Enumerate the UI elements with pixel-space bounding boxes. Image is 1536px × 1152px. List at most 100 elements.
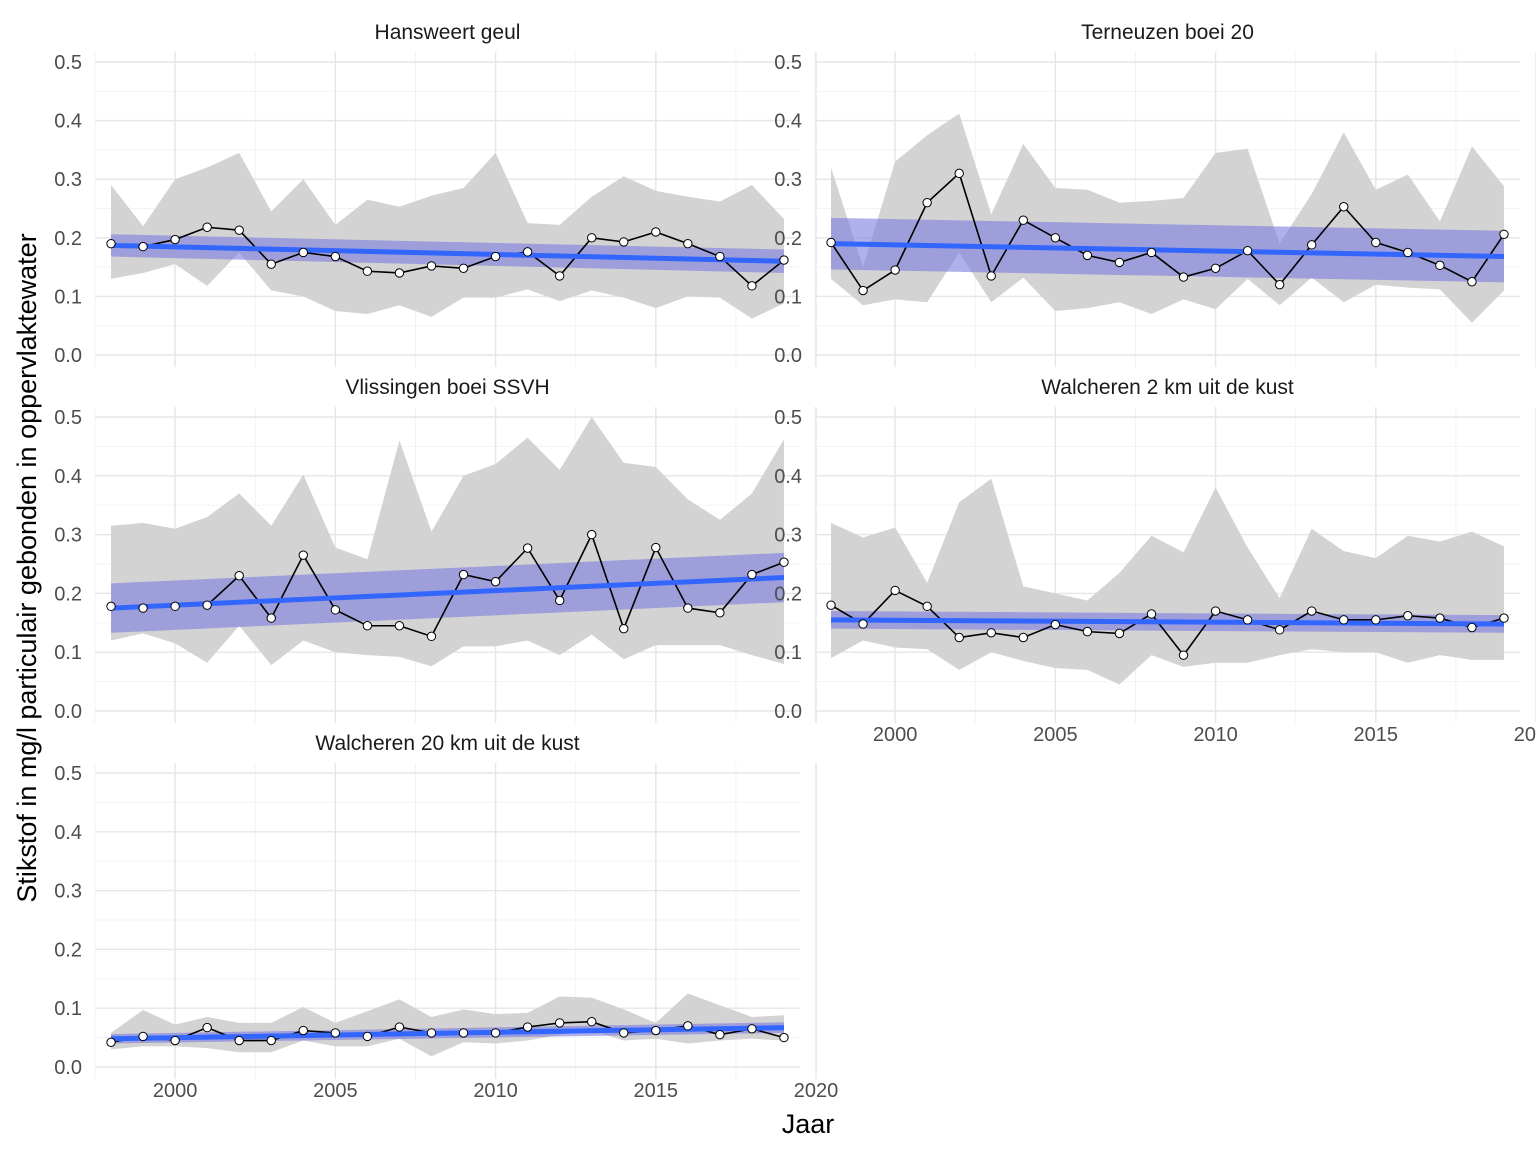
y-tick-label: 0.3 — [54, 881, 82, 903]
data-point — [170, 1035, 180, 1046]
y-tick-label: 0.2 — [774, 228, 802, 250]
data-point — [138, 241, 148, 252]
data-point — [202, 600, 212, 610]
data-point — [1467, 277, 1477, 287]
data-point — [954, 168, 964, 179]
data-point — [619, 623, 629, 634]
data-point — [202, 1022, 212, 1033]
data-point — [522, 1022, 533, 1032]
data-point — [1499, 229, 1509, 239]
data-point — [1371, 615, 1381, 625]
data-point — [522, 543, 533, 553]
data-point — [266, 259, 276, 269]
data-point — [1307, 240, 1317, 250]
data-point — [234, 571, 244, 581]
data-point — [1435, 260, 1445, 271]
data-point — [362, 1031, 373, 1042]
data-point — [362, 621, 373, 631]
data-point — [266, 1035, 276, 1046]
x-tick-label: 2005 — [313, 1080, 358, 1102]
y-tick-label: 0.4 — [774, 111, 802, 133]
data-point — [651, 227, 661, 237]
x-tick-label: 2010 — [1193, 724, 1238, 746]
panels-layer: Hansweert geul0.00.10.20.30.40.5Terneuze… — [54, 21, 1536, 1102]
facet-panel: Vlissingen boei SSVH 0.0 0.1 0.2 0.3 0.4 0.5 — [54, 376, 817, 723]
data-point — [683, 1021, 693, 1031]
facet-panel: Walcheren 20 km uit de kust 0.0 0.1 0.2 0.3 0… — [54, 732, 838, 1102]
data-point — [1114, 628, 1125, 639]
data-point — [170, 601, 180, 612]
data-point — [234, 225, 244, 235]
data-point — [458, 263, 469, 273]
data-point — [747, 1024, 757, 1034]
data-point — [715, 608, 725, 618]
data-point — [1050, 619, 1061, 630]
trend-line — [110, 242, 785, 264]
data-point — [1178, 272, 1189, 282]
y-tick-label: 0.1 — [774, 642, 802, 664]
data-point — [522, 247, 533, 257]
data-point — [858, 619, 868, 629]
y-tick-label: 0.5 — [774, 52, 802, 74]
data-point — [747, 569, 757, 580]
data-point — [1018, 215, 1028, 225]
data-point — [922, 601, 932, 612]
y-tick-label: 0.3 — [774, 169, 802, 191]
x-tick-label: 2015 — [634, 1080, 679, 1102]
data-point — [1082, 250, 1093, 261]
range-band — [111, 152, 784, 319]
data-point — [1403, 611, 1413, 621]
data-point — [106, 238, 116, 249]
data-point — [1403, 247, 1413, 258]
data-point — [1146, 247, 1157, 258]
range-band — [831, 113, 1504, 323]
data-point — [826, 237, 836, 248]
x-tick-label: 2005 — [1033, 724, 1078, 746]
data-point — [138, 1031, 148, 1042]
data-point — [747, 281, 757, 291]
data-point — [1274, 625, 1285, 635]
y-tick-label: 0.0 — [774, 701, 802, 723]
data-point — [1050, 233, 1061, 243]
data-point — [362, 266, 373, 276]
x-tick-label: 2020 — [1514, 724, 1536, 746]
data-point — [1499, 613, 1509, 623]
data-point — [1274, 279, 1285, 290]
y-tick-label: 0.3 — [54, 525, 82, 547]
data-point — [170, 234, 180, 245]
y-tick-label: 0.1 — [774, 286, 802, 308]
data-point — [490, 1028, 501, 1038]
series-line — [830, 171, 1505, 292]
data-point — [554, 271, 565, 281]
y-tick-label: 0.2 — [54, 228, 82, 250]
data-point — [394, 621, 405, 631]
data-point — [683, 603, 693, 613]
data-point — [330, 251, 341, 262]
data-point — [1210, 606, 1221, 616]
data-point — [330, 605, 341, 615]
panel-title: Vlissingen boei SSVH — [345, 376, 549, 399]
data-point — [651, 542, 661, 553]
data-point — [779, 255, 789, 265]
y-tick-label: 0.2 — [54, 583, 82, 605]
y-tick-label: 0.4 — [774, 466, 802, 488]
data-point — [330, 1028, 341, 1038]
data-point — [1467, 622, 1477, 633]
data-point — [1242, 615, 1253, 625]
trend-line — [110, 1025, 785, 1042]
data-point — [106, 1037, 116, 1048]
data-point — [986, 628, 996, 638]
trend-line — [110, 575, 785, 611]
data-point — [651, 1025, 661, 1036]
panel-title: Walcheren 20 km uit de kust — [315, 732, 579, 755]
y-tick-label: 0.5 — [54, 407, 82, 429]
data-point — [1114, 257, 1125, 268]
data-point — [1210, 263, 1221, 273]
data-point — [202, 222, 212, 232]
y-tick-label: 0.5 — [54, 763, 82, 785]
data-point — [458, 569, 469, 580]
data-point — [890, 585, 900, 596]
x-tick-label: 2015 — [1354, 724, 1399, 746]
data-point — [1018, 632, 1028, 643]
data-point — [554, 1018, 565, 1028]
